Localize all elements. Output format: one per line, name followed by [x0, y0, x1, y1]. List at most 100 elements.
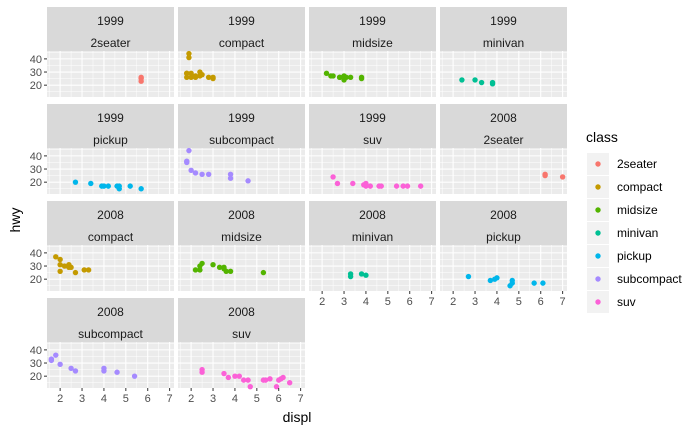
y-tick-label: 20: [30, 274, 42, 286]
data-point: [542, 172, 548, 179]
data-point: [378, 183, 384, 189]
facet-panel: 1999 2seater: [47, 7, 174, 97]
facet-strip: [309, 104, 436, 148]
facet-strip-year: 2008: [359, 208, 386, 222]
legend-title: class: [586, 129, 618, 145]
facet-strip: [47, 201, 174, 245]
legend-key-swatch: [595, 207, 601, 213]
panel-background: [440, 51, 567, 97]
x-tick-label: 2: [57, 393, 63, 405]
data-point: [105, 183, 112, 189]
facet-panel: 2008 2seater: [440, 104, 567, 194]
x-tick-label: 5: [385, 296, 391, 308]
data-point: [85, 267, 92, 273]
facet-panel: 2008 pickup: [440, 201, 567, 291]
data-point: [245, 178, 251, 184]
data-point: [361, 182, 367, 188]
data-point: [341, 73, 347, 79]
legend-label: suv: [617, 295, 636, 309]
data-point: [400, 183, 406, 189]
data-point: [273, 383, 280, 390]
legend-keys: 2seater compact midsize minivan pickup subcom…: [587, 153, 682, 313]
data-point: [138, 186, 144, 192]
data-point: [341, 77, 347, 83]
facet-strip: [309, 201, 436, 245]
data-point: [188, 167, 194, 174]
data-point: [225, 374, 232, 381]
data-point: [286, 380, 293, 386]
facet-panel: 2008 minivan: [309, 201, 436, 291]
data-point: [221, 265, 227, 272]
facet-panel: 2008 subcompact: [47, 298, 174, 388]
legend-label: compact: [617, 180, 663, 194]
data-point: [227, 171, 234, 177]
facet-strip-year: 1999: [228, 111, 255, 125]
data-point: [210, 262, 216, 268]
facet-strip-year: 2008: [490, 111, 517, 125]
data-point: [199, 171, 205, 177]
data-point: [240, 377, 247, 383]
data-point: [267, 376, 273, 382]
y-tick-label: 20: [30, 177, 42, 189]
y-tick-label: 30: [30, 164, 42, 176]
data-point: [330, 174, 336, 180]
data-point: [358, 75, 365, 82]
data-point: [186, 50, 192, 57]
y-tick-label: 20: [30, 371, 42, 383]
facet-strip-class: 2seater: [90, 36, 130, 50]
data-point: [188, 74, 194, 80]
data-point: [131, 373, 138, 379]
data-point: [417, 183, 424, 189]
facet-strip-year: 1999: [359, 111, 386, 125]
data-point: [334, 180, 341, 187]
data-point: [260, 269, 267, 276]
data-point: [216, 264, 223, 271]
facet-strip-class: suv: [232, 327, 251, 341]
data-point: [465, 273, 472, 280]
facet-panel: 1999 midsize: [309, 7, 436, 97]
data-point: [559, 174, 566, 180]
data-point: [245, 377, 251, 383]
x-tick-label: 6: [538, 296, 544, 308]
x-tick-label: 3: [472, 296, 478, 308]
x-tick-label: 4: [101, 393, 107, 405]
x-tick-label: 7: [429, 296, 435, 308]
legend-label: subcompact: [617, 272, 682, 286]
data-point: [53, 254, 59, 260]
data-point: [393, 183, 400, 189]
panel-background: [440, 245, 567, 291]
data-point: [114, 183, 120, 189]
data-point: [186, 54, 192, 61]
facet-strip: [440, 201, 567, 245]
y-tick-label: 20: [30, 80, 42, 92]
facet-panel: 2008 midsize: [178, 201, 305, 291]
legend-label: pickup: [617, 249, 652, 263]
x-tick-label: 4: [494, 296, 500, 308]
x-tick-label: 3: [210, 393, 216, 405]
facet-strip-class: minivan: [483, 36, 524, 50]
data-point: [323, 70, 330, 77]
x-tick-label: 3: [341, 296, 347, 308]
data-point: [531, 280, 537, 286]
data-point: [114, 369, 120, 375]
data-point: [227, 268, 234, 274]
facet-strip-year: 2008: [490, 208, 517, 222]
facet-strip: [440, 7, 567, 51]
data-point: [61, 263, 68, 269]
data-point: [186, 147, 192, 154]
data-point: [57, 361, 63, 368]
facet-strip-class: 2seater: [483, 133, 523, 147]
data-point: [199, 369, 205, 375]
x-axis-title: displ: [283, 409, 312, 425]
facet-strip: [178, 201, 305, 245]
y-axis-title: hwy: [7, 208, 23, 233]
data-point: [247, 383, 253, 390]
facet-strip-class: pickup: [486, 230, 521, 244]
facet-panel: 1999 compact: [178, 7, 305, 97]
data-point: [205, 74, 212, 80]
facet-strip: [47, 104, 174, 148]
facet-strip: [309, 7, 436, 51]
data-point: [53, 352, 59, 358]
data-point: [188, 70, 194, 77]
